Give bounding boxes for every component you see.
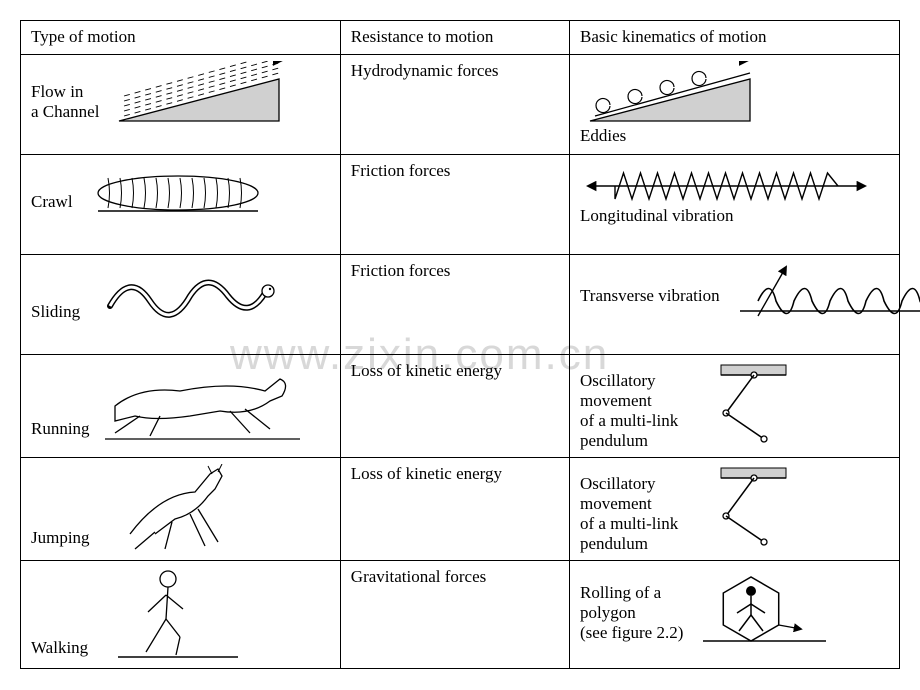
- type-label: Running: [31, 419, 90, 443]
- channel-icon: [109, 61, 329, 126]
- pendulum-icon: [686, 464, 889, 554]
- resistance-cell: Friction forces: [340, 155, 569, 255]
- table-row: Flow ina Channel Hydrodynamic forces Edd…: [21, 55, 900, 155]
- polygon-icon: [691, 567, 889, 649]
- resistance-label: Gravitational forces: [351, 567, 559, 591]
- resistance-cell: Friction forces: [340, 255, 569, 355]
- table-row: Running Loss of kinetic energy Oscillato…: [21, 355, 900, 458]
- type-cell: Flow ina Channel: [21, 55, 341, 155]
- kinematics-label: Longitudinal vibration: [580, 206, 889, 226]
- type-cell: Walking: [21, 561, 341, 669]
- snake-icon: [90, 261, 330, 326]
- header-resistance: Resistance to motion: [340, 21, 569, 55]
- deer-icon: [100, 464, 330, 552]
- eddies-icon: [580, 61, 889, 126]
- type-cell: Running: [21, 355, 341, 458]
- type-cell: Jumping: [21, 458, 341, 561]
- resistance-label: Friction forces: [351, 161, 559, 185]
- header-kinematics: Basic kinematics of motion: [570, 21, 900, 55]
- type-cell: Crawl: [21, 155, 341, 255]
- header-row: Type of motion Resistance to motion Basi…: [21, 21, 900, 55]
- type-label: Jumping: [31, 528, 90, 552]
- resistance-cell: Gravitational forces: [340, 561, 569, 669]
- kinematics-cell: Transverse vibration: [570, 255, 900, 355]
- resistance-label: Friction forces: [351, 261, 559, 285]
- kinematics-cell: Longitudinal vibration: [570, 155, 900, 255]
- pendulum-icon: [686, 361, 889, 451]
- table-row: Jumping Loss of kinetic energy Oscillato…: [21, 458, 900, 561]
- header-type: Type of motion: [21, 21, 341, 55]
- type-label: Sliding: [31, 302, 80, 326]
- type-label: Walking: [31, 638, 88, 662]
- human-icon: [98, 567, 330, 662]
- motion-table: Type of motion Resistance to motion Basi…: [20, 20, 900, 669]
- kinematics-cell: Eddies: [570, 55, 900, 155]
- resistance-cell: Loss of kinetic energy: [340, 458, 569, 561]
- kinematics-label: Rolling of apolygon(see figure 2.2): [580, 573, 683, 643]
- kinematics-cell: Oscillatorymovementof a multi-linkpendul…: [570, 458, 900, 561]
- resistance-cell: Loss of kinetic energy: [340, 355, 569, 458]
- long_vib-icon: [580, 161, 889, 206]
- kinematics-label: Eddies: [580, 126, 889, 146]
- type-cell: Sliding: [21, 255, 341, 355]
- trans_vib-icon: [728, 261, 920, 321]
- kinematics-cell: Rolling of apolygon(see figure 2.2): [570, 561, 900, 669]
- resistance-label: Hydrodynamic forces: [351, 61, 559, 85]
- type-label: Flow ina Channel: [31, 82, 99, 126]
- resistance-label: Loss of kinetic energy: [351, 464, 559, 488]
- type-label: Crawl: [31, 192, 73, 216]
- worm-icon: [83, 161, 330, 216]
- kinematics-label: Oscillatorymovementof a multi-linkpendul…: [580, 361, 678, 451]
- resistance-label: Loss of kinetic energy: [351, 361, 559, 385]
- table-row: Walking Gravitational forces Rolling of …: [21, 561, 900, 669]
- kinematics-cell: Oscillatorymovementof a multi-linkpendul…: [570, 355, 900, 458]
- dog-icon: [100, 361, 330, 443]
- resistance-cell: Hydrodynamic forces: [340, 55, 569, 155]
- kinematics-label: Oscillatorymovementof a multi-linkpendul…: [580, 464, 678, 554]
- kinematics-label: Transverse vibration: [580, 276, 720, 306]
- table-row: Crawl Friction forces Longitudinal vibra…: [21, 155, 900, 255]
- table-row: Sliding Friction forces Transverse vibra…: [21, 255, 900, 355]
